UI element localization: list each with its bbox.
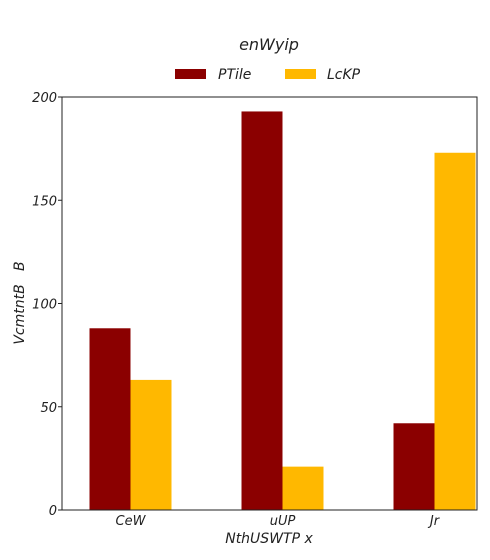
y-axis-label: VcmtntB B xyxy=(12,261,28,344)
legend: PTile LcKP xyxy=(175,67,361,83)
x-axis-label: NthUSWTP x xyxy=(225,531,313,547)
y-tick-label: 100 xyxy=(32,298,57,313)
bar-ptile-uup xyxy=(241,111,283,510)
bar-ptile-cew xyxy=(89,328,131,510)
bar-ptile-jr xyxy=(393,423,435,510)
y-tick-label: 0 xyxy=(49,504,57,519)
bar-lckp-cew xyxy=(130,379,172,510)
bar-lckp-uup xyxy=(282,466,324,510)
y-axis: 0 50 100 150 200 xyxy=(32,91,62,519)
x-tick-label: uUP xyxy=(270,514,296,529)
x-tick-label: Jr xyxy=(427,514,441,529)
x-tick-label: CeW xyxy=(116,514,147,529)
legend-swatch-lckp xyxy=(285,69,316,79)
y-tick-label: 150 xyxy=(32,194,57,209)
bar-lckp-jr xyxy=(434,152,476,510)
bars xyxy=(89,111,476,510)
x-axis: CeW uUP Jr xyxy=(116,514,441,529)
legend-label-lckp: LcKP xyxy=(327,67,361,83)
legend-swatch-ptile xyxy=(175,69,206,79)
y-tick-label: 200 xyxy=(32,91,57,106)
legend-label-ptile: PTile xyxy=(218,67,251,83)
y-tick-label: 50 xyxy=(40,401,57,416)
chart-title: enWyip xyxy=(239,35,299,54)
